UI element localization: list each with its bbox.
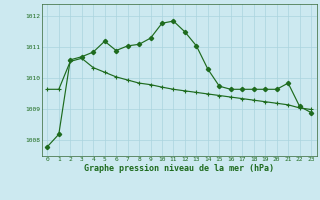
X-axis label: Graphe pression niveau de la mer (hPa): Graphe pression niveau de la mer (hPa) [84,164,274,173]
